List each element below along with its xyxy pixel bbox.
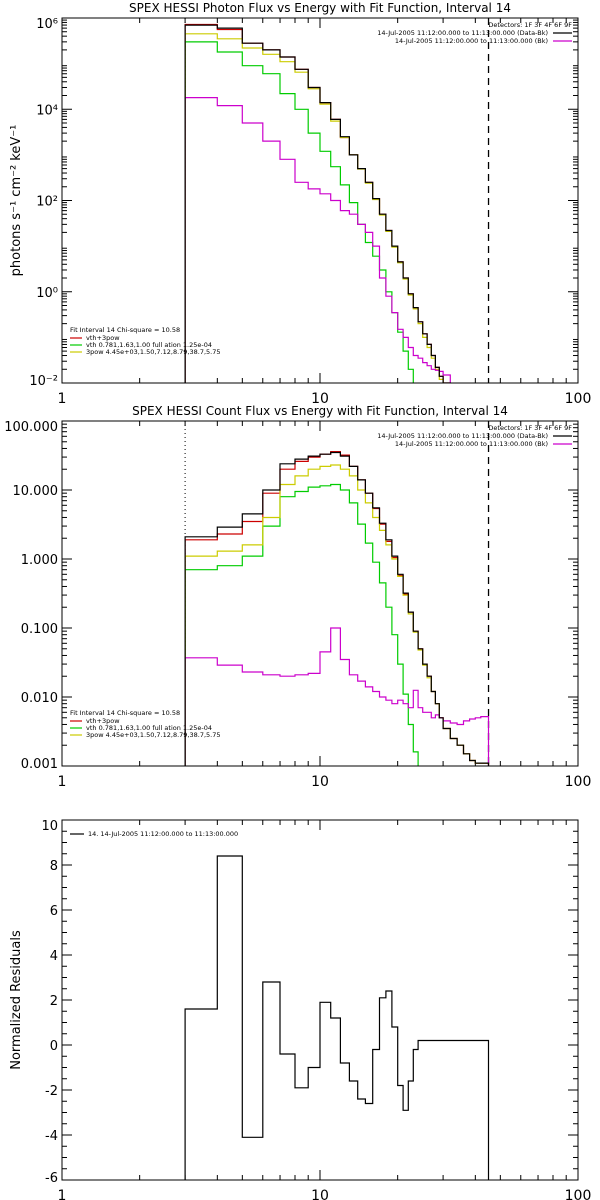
x-tick-label: 10 <box>311 774 329 790</box>
fit-legend-label: vth+3pow <box>86 717 120 725</box>
legend-entry-label: 14-Jul-2005 11:12:00.000 to 11:13:00.000… <box>377 432 548 440</box>
y-tick-label: 10⁰ <box>36 286 58 301</box>
legend-header: Detectors: 1F 3F 4F 6F 9F <box>488 424 572 432</box>
y-tick-label: 2 <box>50 994 58 1009</box>
series-line-1 <box>184 23 451 383</box>
chart-title: SPEX HESSI Photon Flux vs Energy with Fi… <box>129 1 511 15</box>
y-tick-label: 10² <box>36 195 58 210</box>
series-line-1 <box>184 451 490 766</box>
series-line-2 <box>184 41 414 383</box>
photon-flux-panel: SPEX HESSI Photon Flux vs Energy with Fi… <box>9 1 591 407</box>
y-tick-label: 10.000 <box>13 484 59 499</box>
chart-title: SPEX HESSI Count Flux vs Energy with Fit… <box>132 404 508 418</box>
series-line-4 <box>184 627 490 766</box>
legend-entry-label: 14. 14-Jul-2005 11:12:00.000 to 11:13:00… <box>88 830 238 838</box>
y-tick-label: 4 <box>50 949 58 964</box>
fit-legend-header: Fit Interval 14 Chi-square = 10.58 <box>70 326 180 334</box>
fit-legend-label: vth+3pow <box>86 334 120 342</box>
y-tick-label: -2 <box>45 1084 58 1099</box>
fit-legend-label: vth 0.781,1.63,1.00 full ation 1.25e-04 <box>86 341 212 349</box>
series-line-2 <box>184 483 419 766</box>
y-axis-label: Normalized Residuals <box>9 930 24 1070</box>
fit-legend-label: vth 0.781,1.63,1.00 full ation 1.25e-04 <box>86 724 212 732</box>
series-line-3 <box>184 33 444 383</box>
fit-legend-label: 3pow 4.45e+03,1.50,7.12,8.79,38.7,5.75 <box>86 731 221 739</box>
x-tick-label: 10 <box>311 391 329 407</box>
series-line-0 <box>184 451 490 766</box>
legend-entry-label: 14-Jul-2005 11:12:00.000 to 11:13:00.000… <box>377 29 548 37</box>
series-line-4 <box>184 96 451 383</box>
series-line-0 <box>184 855 490 1180</box>
y-tick-label: 0 <box>50 1039 58 1054</box>
y-tick-label: 8 <box>50 859 58 874</box>
plot-frame <box>61 819 579 1181</box>
y-tick-label: 10⁻² <box>29 374 58 389</box>
y-tick-label: 0.001 <box>21 757 58 772</box>
series-line-0 <box>184 24 451 383</box>
x-tick-label: 1 <box>58 391 67 407</box>
plot-frame <box>61 17 579 384</box>
y-tick-label: 1.000 <box>21 553 58 568</box>
y-tick-label: 100.000 <box>4 420 58 435</box>
y-tick-label: 0.010 <box>21 691 58 706</box>
fit-legend-header: Fit Interval 14 Chi-square = 10.58 <box>70 709 180 717</box>
residuals-panel: Normalized Residuals 1 10 100 -6 -4 -2 0 2 4 6 8 10 1… <box>9 819 591 1200</box>
x-tick-label: 100 <box>565 391 592 407</box>
x-tick-label: 100 <box>565 774 592 790</box>
x-tick-label: 1 <box>58 774 67 790</box>
y-tick-label: -6 <box>45 1171 58 1186</box>
legend-header: Detectors: 1F 3F 4F 6F 9F <box>488 21 572 29</box>
y-tick-label: 6 <box>50 904 58 919</box>
count-flux-panel: SPEX HESSI Count Flux vs Energy with Fit… <box>4 404 591 790</box>
legend-entry-label: 14-Jul-2005 11:12:00.000 to 11:13:00.000… <box>395 440 548 448</box>
y-tick-label: 0.100 <box>21 622 58 637</box>
fit-legend-label: 3pow 4.45e+03,1.50,7.12,8.79,38.7,5.75 <box>86 348 221 356</box>
y-tick-label: 10⁶ <box>36 17 58 32</box>
x-tick-label: 100 <box>565 1188 592 1200</box>
y-axis-label: photons s⁻¹ cm⁻² keV⁻¹ <box>9 125 24 277</box>
plot-frame <box>61 420 579 767</box>
y-tick-label: 10⁴ <box>36 103 58 118</box>
x-tick-label: 10 <box>311 1188 329 1200</box>
y-tick-label: 10 <box>41 819 58 834</box>
y-tick-label: -4 <box>45 1129 58 1144</box>
legend-entry-label: 14-Jul-2005 11:12:00.000 to 11:13:00.000… <box>395 37 548 45</box>
x-tick-label: 1 <box>58 1188 67 1200</box>
